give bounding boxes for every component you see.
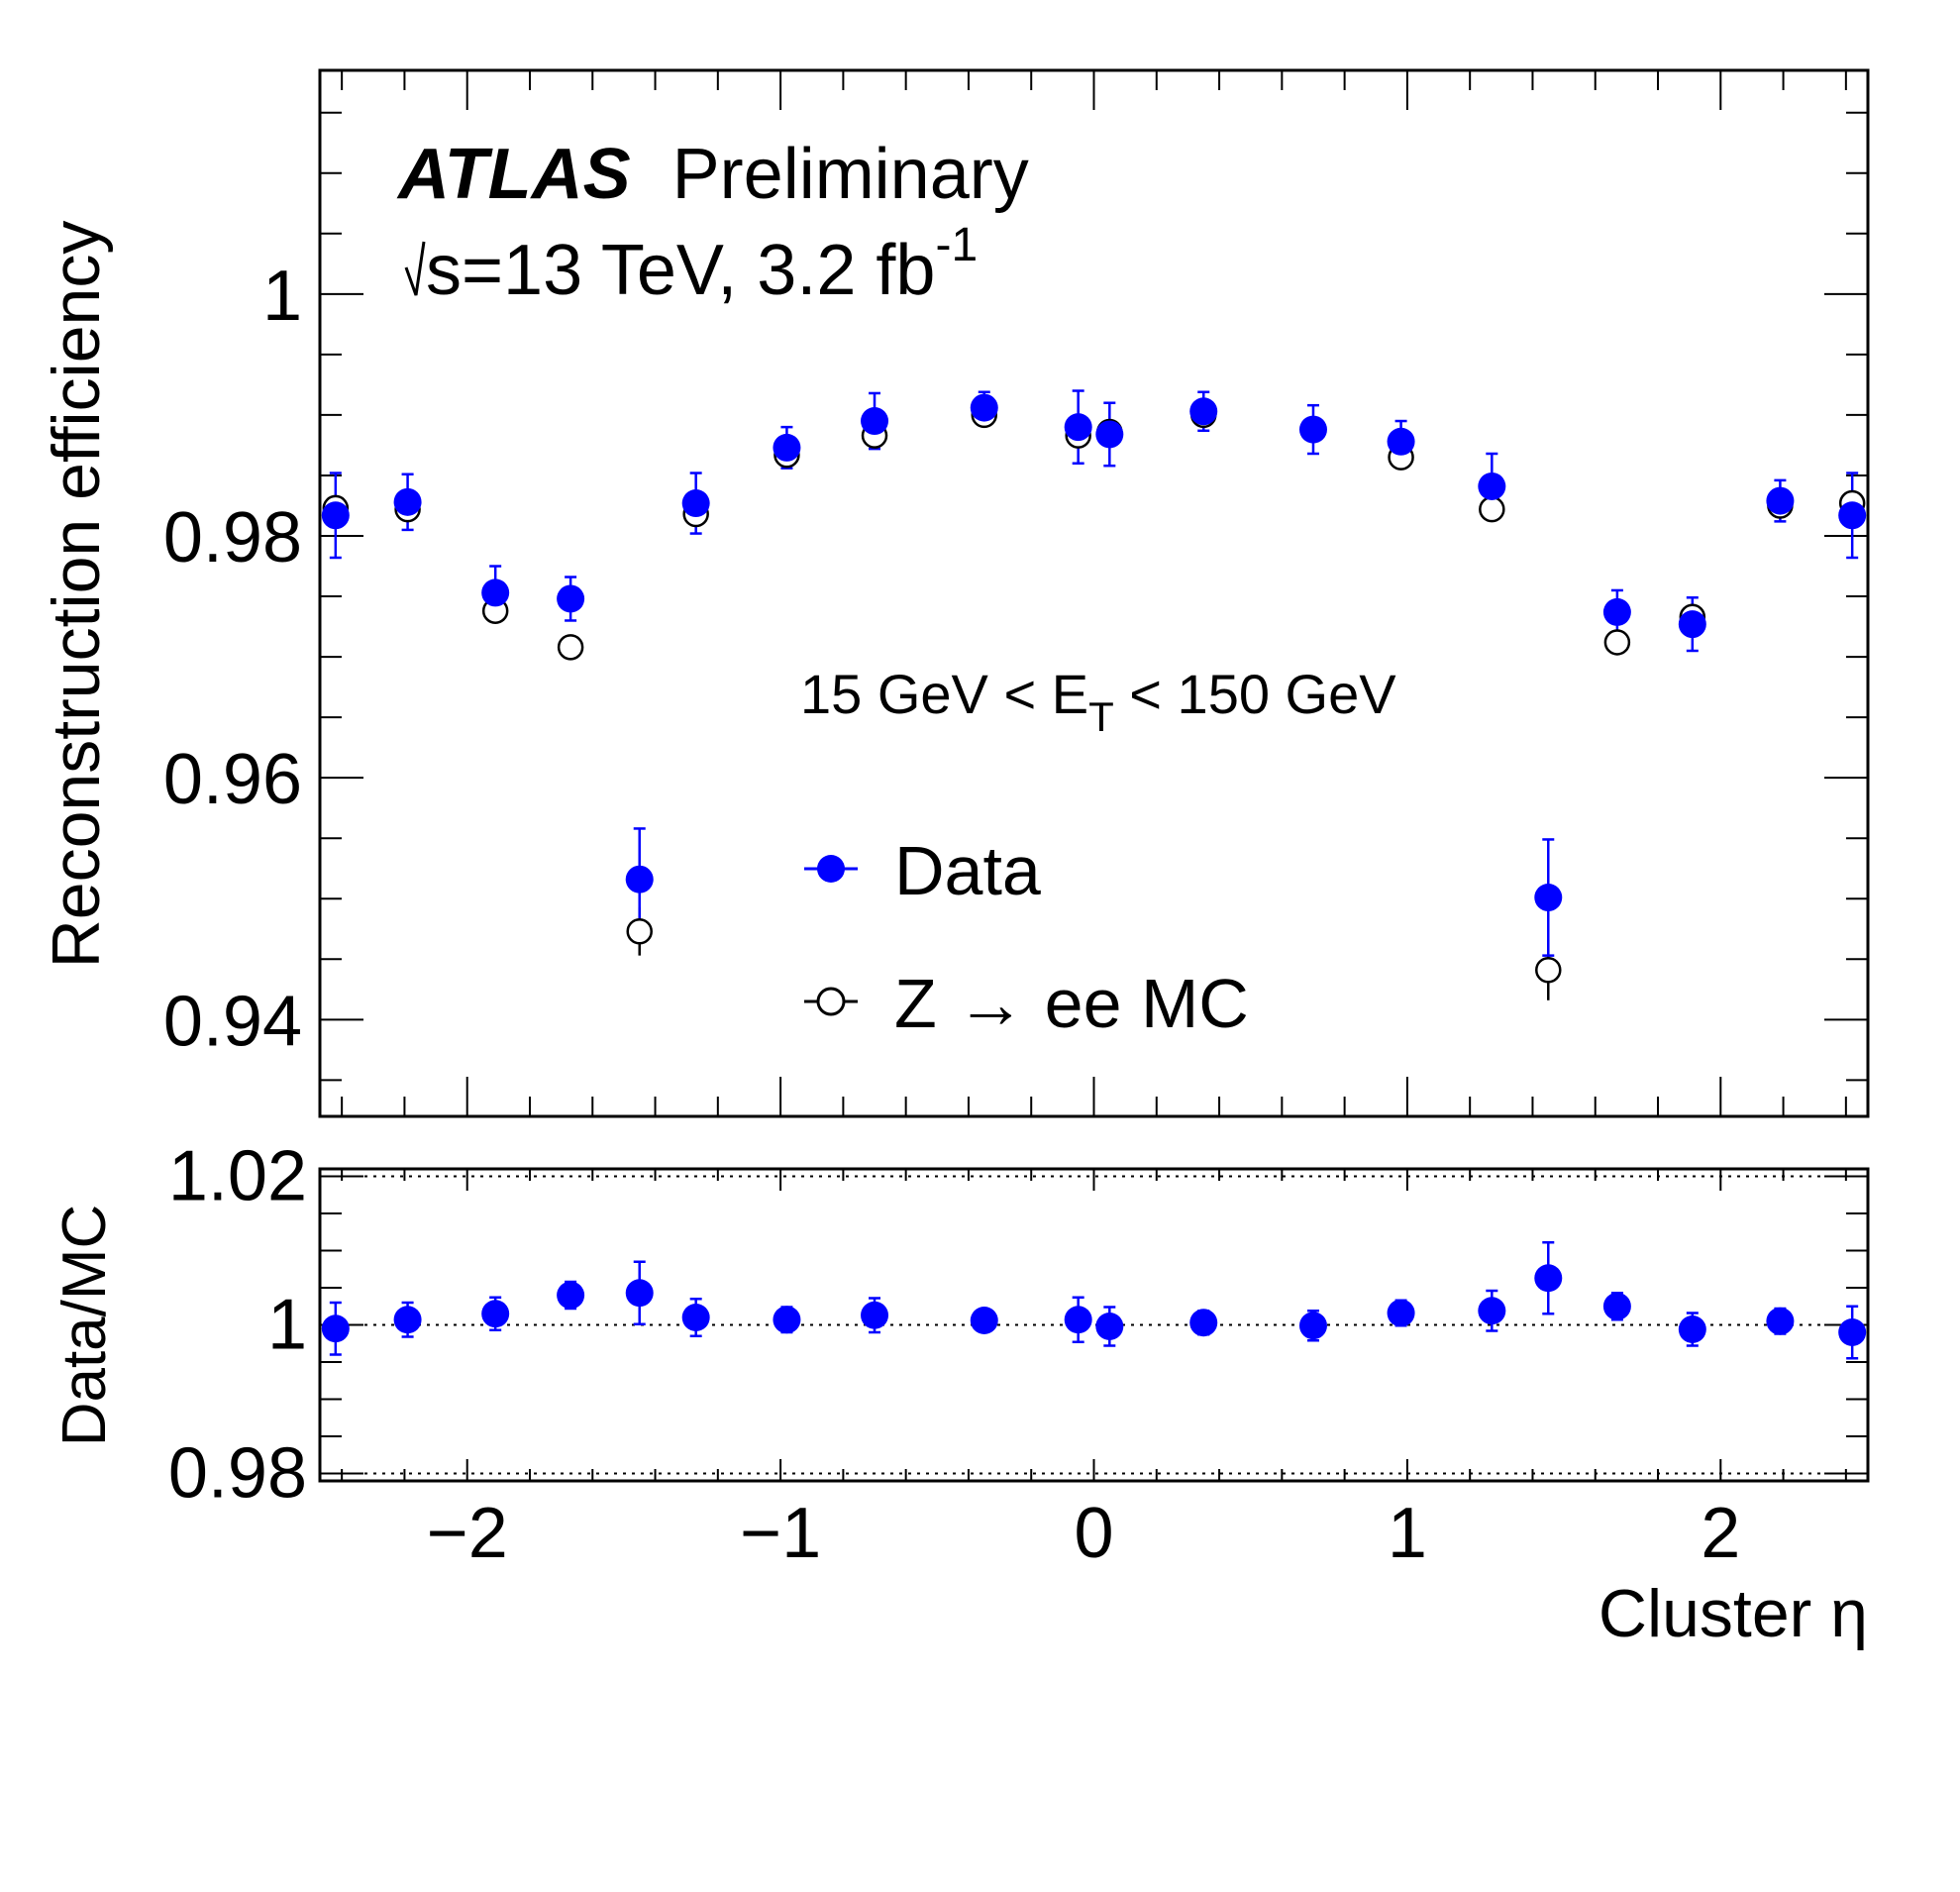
- x-tick-label: 1: [1388, 1494, 1427, 1573]
- data-marker: [1189, 397, 1218, 426]
- y-tick-label-main: 0.94: [163, 982, 302, 1061]
- legend-data-marker: [817, 855, 845, 883]
- data-marker: [1095, 420, 1124, 449]
- ratio-marker: [1298, 1312, 1327, 1340]
- data-marker: [970, 393, 998, 422]
- atlas-experiment-text: ATLAS: [396, 135, 631, 214]
- ratio-marker: [393, 1306, 422, 1334]
- data-marker: [557, 584, 585, 613]
- ratio-marker: [1095, 1313, 1124, 1340]
- data-marker: [773, 433, 801, 462]
- y-axis-title-main: Reconstruction efficiency: [39, 221, 114, 969]
- data-marker: [321, 501, 350, 530]
- legend: Data Z → ee MC: [804, 832, 1249, 1042]
- data-marker: [1838, 501, 1867, 530]
- y-tick-label-main: 0.96: [163, 740, 302, 819]
- legend-data-label: Data: [894, 832, 1041, 909]
- atlas-status-text: Preliminary: [672, 135, 1029, 214]
- data-marker: [681, 489, 710, 518]
- ratio-marker: [773, 1306, 801, 1334]
- ratio-marker: [681, 1304, 710, 1331]
- y-tick-label-ratio: 1: [267, 1286, 307, 1365]
- x-tick-label: −1: [740, 1494, 821, 1573]
- data-marker: [1298, 415, 1327, 444]
- energy-label: s=13 TeV, 3.2 fb-1: [426, 219, 978, 310]
- ratio-marker: [481, 1300, 510, 1328]
- cut-text-end: < 150 GeV: [1114, 663, 1397, 725]
- data-marker: [1534, 884, 1563, 912]
- ratio-marker: [557, 1281, 585, 1310]
- mc-marker: [1479, 495, 1505, 523]
- x-tick-label: 2: [1701, 1494, 1740, 1573]
- data-marker: [1387, 427, 1415, 456]
- y-axis-title-ratio: Data/MC: [51, 1205, 119, 1447]
- et-cut-label: 15 GeV < ET < 150 GeV: [800, 663, 1396, 740]
- energy-text: s=13 TeV, 3.2 fb: [426, 231, 935, 310]
- y-tick-label-ratio: 1.02: [168, 1137, 307, 1216]
- y-tick-label-ratio: 0.98: [168, 1434, 307, 1514]
- data-marker: [1064, 413, 1092, 442]
- y-tick-label-main: 1: [262, 257, 302, 336]
- ratio-marker: [625, 1279, 654, 1308]
- ratio-points: [321, 1241, 1867, 1360]
- data-marker: [393, 487, 422, 516]
- energy-exponent: -1: [935, 219, 978, 271]
- x-tick-label: 0: [1074, 1494, 1113, 1573]
- main-plot-frame: [318, 68, 1870, 1118]
- legend-mc-marker: [816, 987, 846, 1016]
- cut-subscript: T: [1088, 693, 1114, 740]
- legend-mc-label: Z → ee MC: [894, 965, 1249, 1042]
- ratio-reference-lines: [320, 1175, 1868, 1475]
- ratio-marker: [1838, 1318, 1867, 1346]
- ratio-marker: [1766, 1307, 1795, 1335]
- mc-marker: [1535, 957, 1562, 984]
- ratio-marker: [1534, 1264, 1563, 1293]
- data-markers: [321, 393, 1867, 912]
- ratio-marker: [861, 1301, 889, 1329]
- sqrt-sign-icon: [404, 241, 426, 296]
- ratio-marker: [1678, 1315, 1706, 1343]
- ratio-marker: [321, 1314, 350, 1343]
- data-marker: [481, 578, 510, 607]
- ratio-marker: [1387, 1299, 1415, 1327]
- y-tick-label-main: 0.98: [163, 498, 302, 578]
- ratio-marker: [1602, 1292, 1631, 1320]
- ratio-marker: [970, 1307, 998, 1334]
- data-marker: [1678, 610, 1706, 639]
- ratio-marker: [1189, 1309, 1218, 1337]
- atlas-label: ATLAS Preliminary: [396, 135, 1029, 214]
- mc-marker: [1603, 629, 1631, 656]
- data-marker: [1602, 597, 1631, 626]
- x-tick-label: −2: [427, 1494, 508, 1573]
- mc-marker: [557, 634, 584, 661]
- data-marker: [1478, 472, 1506, 500]
- x-axis-title: Cluster η: [1599, 1576, 1868, 1651]
- data-marker: [861, 407, 889, 436]
- data-marker: [625, 865, 654, 893]
- data-marker: [1766, 486, 1795, 515]
- cut-text-start: 15 GeV < E: [800, 663, 1088, 725]
- ratio-marker: [1478, 1297, 1506, 1325]
- mc-marker: [626, 917, 653, 945]
- axis-tick-labels: −2 −1 0 1 2 0.94 0.96 0.98 1 0.98 1 1.02: [163, 257, 1740, 1573]
- ratio-marker: [1064, 1306, 1092, 1334]
